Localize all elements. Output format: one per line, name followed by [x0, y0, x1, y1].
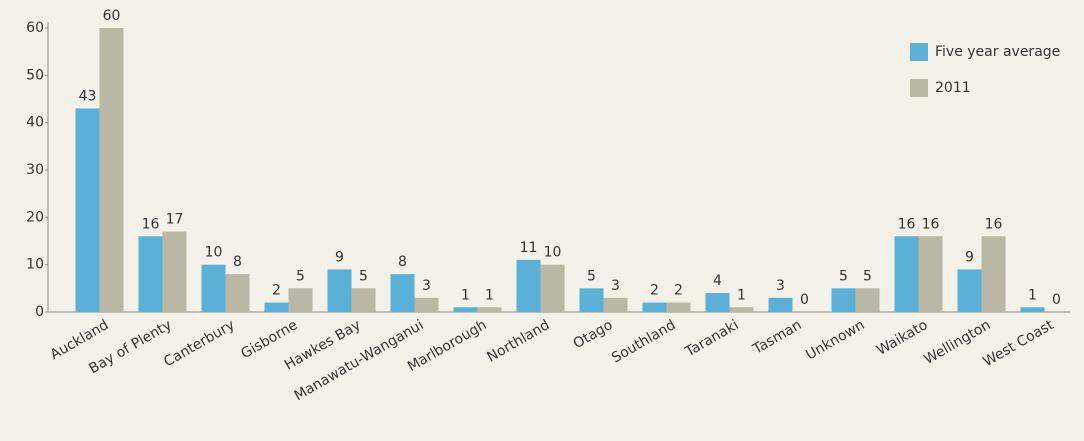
data-label: 2	[674, 283, 683, 299]
bar	[390, 274, 415, 312]
bar	[288, 288, 313, 312]
bar	[729, 307, 754, 312]
data-label: 4	[713, 273, 722, 289]
data-label: 16	[142, 216, 160, 232]
bar	[351, 288, 376, 312]
data-label: 1	[485, 287, 494, 303]
bar	[603, 297, 628, 312]
y-tick-label: 30	[26, 162, 44, 178]
legend-label: 2011	[935, 80, 971, 96]
bar	[99, 28, 124, 312]
data-label: 5	[863, 268, 872, 284]
data-label: 16	[898, 216, 916, 232]
data-label: 3	[422, 278, 431, 294]
data-label: 0	[1052, 292, 1061, 308]
bar	[264, 302, 289, 312]
bar	[453, 307, 478, 312]
bar	[162, 231, 187, 312]
bar	[138, 236, 163, 312]
bar	[918, 236, 943, 312]
legend-swatch	[910, 43, 928, 61]
data-label: 16	[985, 216, 1003, 232]
bar	[894, 236, 919, 312]
data-label: 5	[359, 268, 368, 284]
data-label: 11	[520, 240, 538, 256]
legend-label: Five year average	[935, 44, 1060, 60]
data-label: 9	[965, 249, 974, 265]
y-tick-label: 40	[26, 115, 44, 131]
y-tick-label: 10	[26, 257, 44, 273]
data-label: 60	[103, 8, 121, 24]
bar	[768, 297, 793, 312]
data-label: 3	[776, 278, 785, 294]
y-tick-label: 50	[26, 67, 44, 83]
bar	[642, 302, 667, 312]
data-label: 5	[587, 268, 596, 284]
bar	[414, 297, 439, 312]
bar	[705, 293, 730, 312]
bar	[981, 236, 1006, 312]
data-label: 1	[737, 287, 746, 303]
data-label: 43	[79, 88, 97, 104]
bar	[201, 264, 226, 312]
bar	[75, 108, 100, 312]
data-label: 16	[922, 216, 940, 232]
bar	[855, 288, 880, 312]
y-tick-label: 20	[26, 209, 44, 225]
data-label: 9	[335, 249, 344, 265]
data-label: 8	[398, 254, 407, 270]
bar	[225, 274, 250, 312]
data-label: 8	[233, 254, 242, 270]
bar	[831, 288, 856, 312]
data-label: 5	[296, 268, 305, 284]
bar	[1020, 307, 1045, 312]
bar	[666, 302, 691, 312]
data-label: 5	[839, 268, 848, 284]
data-label: 2	[272, 283, 281, 299]
data-label: 10	[544, 245, 562, 261]
bar	[579, 288, 604, 312]
data-label: 2	[650, 283, 659, 299]
data-label: 17	[166, 212, 184, 228]
bar	[540, 264, 565, 312]
bar	[957, 269, 982, 312]
bar	[477, 307, 502, 312]
data-label: 1	[1028, 287, 1037, 303]
data-label: 10	[205, 245, 223, 261]
legend-swatch	[910, 79, 928, 97]
data-label: 0	[800, 292, 809, 308]
bar	[516, 259, 541, 312]
data-label: 1	[461, 287, 470, 303]
bar	[327, 269, 352, 312]
data-label: 3	[611, 278, 620, 294]
y-tick-label: 60	[26, 20, 44, 36]
y-tick-label: 0	[35, 304, 44, 320]
